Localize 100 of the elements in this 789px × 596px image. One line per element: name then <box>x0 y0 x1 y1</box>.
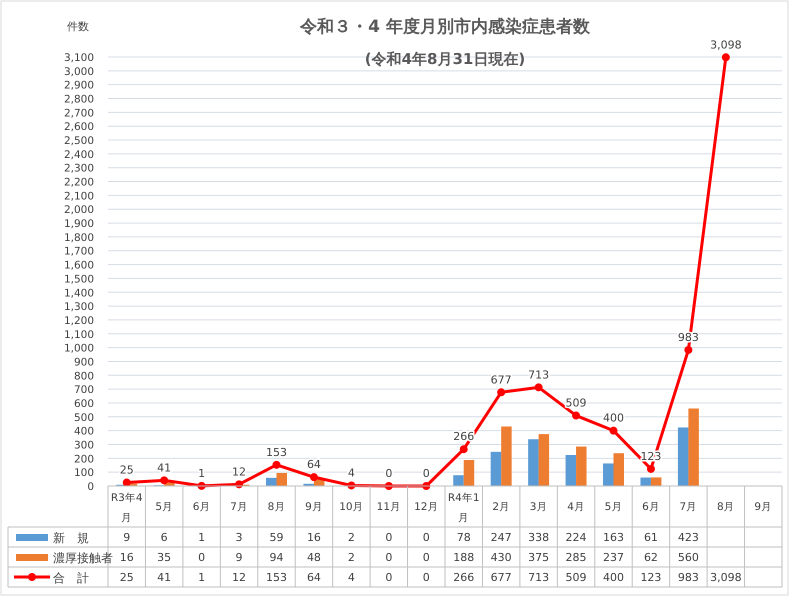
data-label: 2 <box>348 531 355 544</box>
text: 0 <box>422 467 430 480</box>
data-label: 0 <box>422 531 430 544</box>
legend-label: 合 計 <box>53 571 89 585</box>
x-tick-label: 8月 <box>716 501 735 513</box>
y-tick-label: 2,800 <box>64 94 94 106</box>
legend-label: 濃厚接触者 <box>53 551 113 565</box>
data-label: 62 <box>644 551 658 564</box>
y-tick-label: 100 <box>74 467 94 480</box>
y-tick-label: 1,800 <box>64 232 94 244</box>
text: 64 <box>306 458 321 472</box>
data-label: 61 <box>644 531 658 544</box>
y-tick-label: 700 <box>74 384 94 396</box>
x-tick-label: 11月 <box>376 501 402 513</box>
data-label: 0 <box>385 571 392 584</box>
data-label: 237 <box>603 551 624 564</box>
data-label: 16 <box>306 531 321 544</box>
y-tick-label: 1,400 <box>64 287 94 300</box>
text: 12 <box>232 465 246 478</box>
data-label: 375 <box>528 551 550 564</box>
data-label: 188 <box>453 551 474 564</box>
text: 0 <box>385 467 392 480</box>
y-tick-label: 1,900 <box>64 218 94 230</box>
y-tick-label: 1,000 <box>64 342 94 355</box>
data-label: 9 <box>123 531 130 544</box>
data-label: 247 <box>490 531 512 544</box>
x-tick-label: 12月 <box>414 501 438 513</box>
y-tick-label: 2,500 <box>64 135 94 148</box>
data-label: 0 <box>422 551 430 564</box>
y-tick-label: 300 <box>74 439 94 452</box>
x-tick-label: 7月 <box>230 501 248 513</box>
y-tick-label: 2,400 <box>64 148 94 161</box>
data-label: 0 <box>422 571 430 584</box>
x-tick-label: 2月 <box>492 501 510 513</box>
data-label: 285 <box>566 551 587 564</box>
data-label: 1 <box>198 531 206 544</box>
y-tick-label: 0 <box>87 481 94 493</box>
y-tick-label: 1,100 <box>64 328 94 341</box>
data-label: 224 <box>566 531 587 544</box>
y-tick-label: 2,200 <box>64 176 94 189</box>
data-label: 123 <box>640 571 662 584</box>
text: 25 <box>120 464 134 477</box>
y-tick-label: 400 <box>74 426 94 438</box>
x-tick-label: R3年4月 <box>110 492 143 524</box>
data-label: 677 <box>490 571 512 584</box>
data-label: 6 <box>160 531 168 544</box>
data-label: 12 <box>232 571 246 584</box>
y-tick-label: 3,000 <box>64 66 94 78</box>
data-label: 0 <box>198 551 206 564</box>
x-tick-label: 5月 <box>155 501 174 513</box>
y-tick-label: 2,000 <box>64 204 94 216</box>
x-tick-label: 9月 <box>754 501 772 513</box>
x-tick-label: 8月 <box>268 501 286 513</box>
data-label: 983 <box>678 571 699 584</box>
y-tick-label: 2,300 <box>64 162 94 175</box>
data-label: 59 <box>270 531 284 544</box>
text: 3,098 <box>710 38 742 52</box>
data-label: 16 <box>120 551 134 564</box>
text: 41 <box>157 461 172 474</box>
data-label: 153 <box>266 571 287 584</box>
y-tick-label: 1,300 <box>64 301 94 314</box>
x-tick-label: 10月 <box>339 501 364 513</box>
text: 4 <box>348 466 355 480</box>
x-tick-label: 4月 <box>567 501 585 513</box>
data-label: 41 <box>157 571 172 584</box>
x-tick-label: 7月 <box>680 501 698 513</box>
text: 1 <box>198 466 206 480</box>
data-label: 430 <box>490 551 512 564</box>
y-tick-label: 900 <box>74 356 94 368</box>
data-label: 94 <box>270 551 284 564</box>
y-tick-label: 2,600 <box>64 121 94 134</box>
data-label: 338 <box>528 531 550 544</box>
x-tick-label: 3月 <box>530 501 548 513</box>
y-tick-label: 800 <box>74 370 94 382</box>
chart-title: 令和３・4 年度月別市内感染症患者数 <box>299 17 591 37</box>
y-tick-label: 1,200 <box>64 314 94 327</box>
data-label: 0 <box>385 551 392 564</box>
text: 400 <box>603 412 624 425</box>
y-tick-label: 1,600 <box>64 260 94 272</box>
y-tick-label: 1,500 <box>64 273 94 286</box>
data-label: 9 <box>236 551 243 564</box>
y-tick-label: 1,700 <box>64 246 94 258</box>
data-label: 64 <box>306 571 321 584</box>
x-tick-label: 6月 <box>642 501 660 513</box>
text: 677 <box>490 373 512 386</box>
data-label: 4 <box>348 571 355 584</box>
x-tick-label: 9月 <box>305 501 323 513</box>
data-label: 423 <box>678 531 699 544</box>
data-label: 48 <box>306 551 321 564</box>
text: 713 <box>528 368 550 382</box>
data-label: 400 <box>603 571 624 584</box>
x-tick-label: R4年1月 <box>448 492 480 524</box>
chart-subtitle: (令和4年8月31日現在) <box>364 50 526 68</box>
data-label: 509 <box>566 571 587 584</box>
data-label: 3,098 <box>710 571 742 584</box>
y-tick-label: 200 <box>74 453 94 466</box>
y-tick-label: 2,700 <box>64 107 94 120</box>
text: 509 <box>566 396 587 410</box>
data-label: 163 <box>603 531 624 544</box>
text: 153 <box>266 446 287 459</box>
